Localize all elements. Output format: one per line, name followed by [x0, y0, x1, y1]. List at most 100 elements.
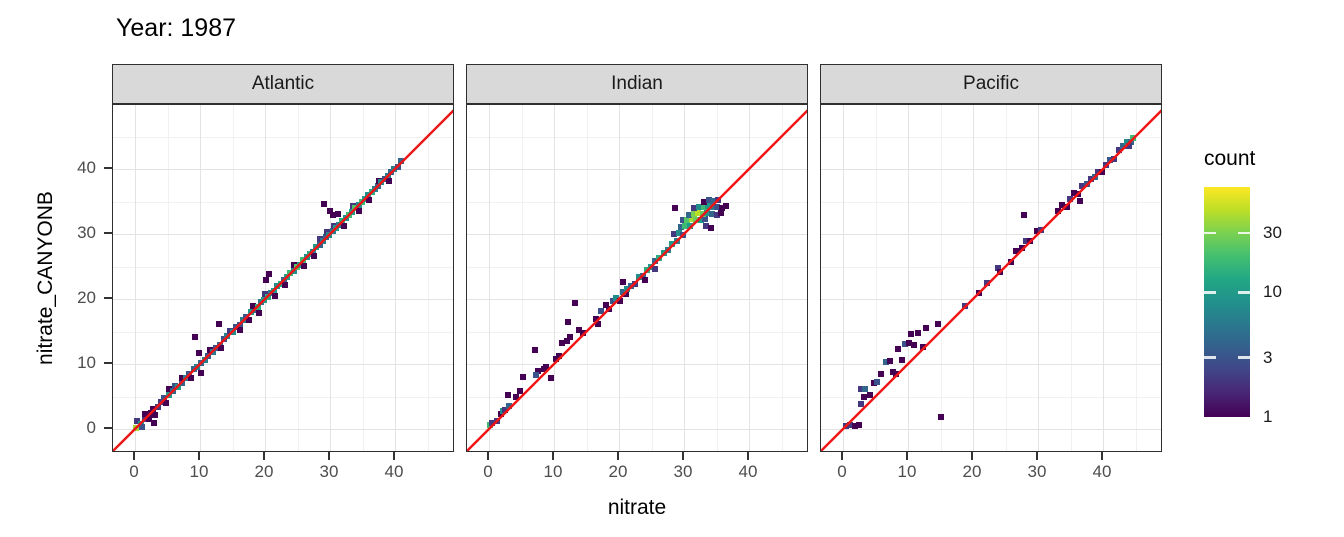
- bin-tile: [1091, 174, 1098, 181]
- x-axis-tick: [617, 452, 619, 460]
- bin-tile: [934, 321, 941, 328]
- bin-tile: [217, 344, 224, 351]
- grid-major-h: [467, 364, 807, 365]
- bin-tile: [1077, 197, 1084, 204]
- y-axis-tick: [104, 232, 112, 234]
- y-axis-tick: [104, 167, 112, 169]
- plot-title: Year: 1987: [116, 14, 237, 42]
- bin-tile: [718, 210, 725, 217]
- bin-tile: [858, 401, 865, 408]
- bin-tile: [187, 374, 194, 381]
- bin-tile: [320, 201, 327, 208]
- bin-tile: [983, 280, 990, 287]
- grid-minor-v: [1070, 105, 1072, 451]
- panel-indian: [466, 104, 808, 452]
- grid-major-h: [467, 234, 807, 235]
- bin-tile: [334, 210, 341, 217]
- bin-tile: [566, 334, 573, 341]
- grid-major-v: [908, 105, 909, 451]
- grid-minor-v: [875, 105, 877, 451]
- bin-tile: [1074, 191, 1081, 198]
- x-axis-tick: [971, 452, 973, 460]
- bin-tile: [245, 316, 252, 323]
- bin-tile: [1098, 169, 1105, 176]
- grid-minor-h: [467, 331, 807, 333]
- y-axis-tick: [104, 427, 112, 429]
- bin-tile: [1129, 135, 1136, 142]
- panel-pacific: [820, 104, 1162, 452]
- bin-tile: [651, 266, 658, 273]
- bin-tile: [531, 347, 538, 354]
- grid-minor-v: [521, 105, 523, 451]
- grid-minor-v: [586, 105, 588, 451]
- x-axis-tick-label: 30: [673, 462, 693, 481]
- bin-tile: [281, 281, 288, 288]
- x-axis-tick: [747, 452, 749, 460]
- bin-tile: [271, 292, 278, 299]
- x-axis-tick: [393, 452, 395, 460]
- grid-major-h: [113, 169, 453, 170]
- grid-minor-h: [821, 331, 1161, 333]
- bin-tile: [686, 222, 693, 229]
- bin-tile: [919, 344, 926, 351]
- bin-tile: [533, 372, 540, 379]
- bin-tile: [151, 411, 158, 418]
- bin-tile: [656, 255, 663, 262]
- bin-tile: [263, 277, 270, 284]
- bin-tile: [714, 196, 721, 203]
- legend-tick-label: 3: [1263, 347, 1273, 367]
- grid-minor-h: [821, 136, 1161, 138]
- facet-pacific: Pacific 0 10 20 30 40: [820, 64, 1162, 504]
- x-axis-tick: [198, 452, 200, 460]
- grid-major-h: [113, 299, 453, 300]
- facet-strip-label: Pacific: [963, 73, 1019, 94]
- bin-tile: [722, 203, 729, 210]
- facet-strip-atlantic: Atlantic: [112, 64, 454, 104]
- bin-tile: [150, 420, 157, 427]
- grid-minor-h: [113, 266, 453, 268]
- x-axis-tick-label: 30: [1027, 462, 1047, 481]
- bin-tile: [597, 307, 604, 314]
- y-axis-tick-label: 0: [86, 418, 96, 437]
- grid-minor-v: [940, 105, 942, 451]
- bin-tile: [899, 357, 906, 364]
- bin-tile: [910, 342, 917, 349]
- bin-tile: [1126, 142, 1132, 149]
- bin-tile: [1055, 207, 1062, 214]
- grid-minor-v: [232, 105, 234, 451]
- grid-minor-v: [362, 105, 364, 451]
- facet-strip-label: Indian: [611, 73, 663, 94]
- x-axis-tick-label: 0: [837, 462, 847, 481]
- bin-tile: [579, 330, 586, 337]
- bin-tile: [340, 223, 347, 230]
- x-axis-tick-label: 10: [543, 462, 563, 481]
- facet-strip-pacific: Pacific: [820, 64, 1162, 104]
- bin-tile: [162, 400, 169, 406]
- bin-tile: [606, 306, 613, 313]
- bin-tile: [556, 353, 563, 360]
- bin-tile: [874, 378, 881, 385]
- grid-major-h: [113, 364, 453, 365]
- grid-minor-h: [467, 201, 807, 203]
- bin-tile: [1026, 237, 1033, 244]
- x-axis-tick: [487, 452, 489, 460]
- bin-tile: [632, 281, 639, 288]
- grid-major-h: [113, 234, 453, 235]
- bin-tile: [1111, 155, 1118, 162]
- bin-tile: [707, 224, 714, 231]
- grid-major-v: [973, 105, 974, 451]
- bin-tile: [301, 262, 307, 269]
- grid-minor-v: [1135, 105, 1137, 451]
- bin-tile: [642, 276, 648, 283]
- facet-atlantic: Atlantic 0 10 20 30 40: [112, 64, 454, 504]
- grid-minor-h: [821, 266, 1161, 268]
- bin-tile: [366, 197, 372, 204]
- grid-major-h: [467, 299, 807, 300]
- bin-tile: [195, 349, 202, 356]
- bin-tile: [385, 177, 392, 184]
- bin-tile: [915, 330, 922, 337]
- y-axis-tick-label: 20: [77, 288, 96, 307]
- x-axis-tick: [133, 452, 135, 460]
- facet-indian: Indian 0 10 20 30 40: [466, 64, 808, 504]
